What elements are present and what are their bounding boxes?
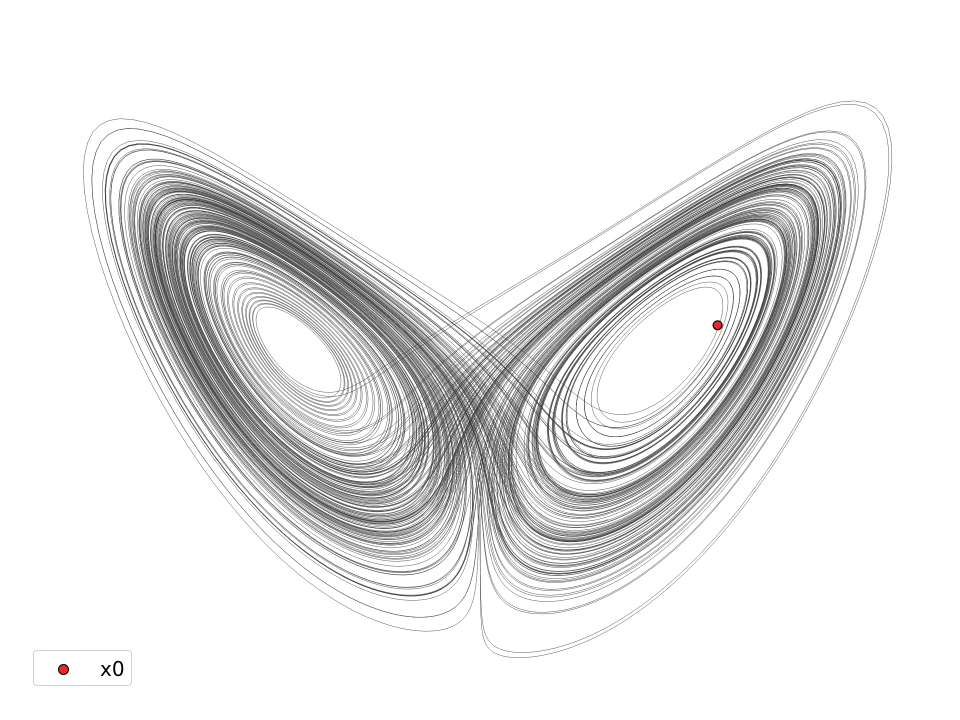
trajectory-layer	[83, 100, 893, 658]
trajectory-segment-10	[124, 100, 893, 658]
trajectory-segment-7	[91, 128, 841, 618]
legend-marker-x0	[58, 664, 69, 675]
legend-label-x0: x0	[100, 657, 125, 681]
legend: x0	[33, 650, 132, 686]
trajectory-segment-8	[105, 144, 852, 596]
trajectory-segment-3	[127, 142, 856, 598]
point-layer	[712, 320, 723, 331]
x0-point	[712, 320, 723, 331]
